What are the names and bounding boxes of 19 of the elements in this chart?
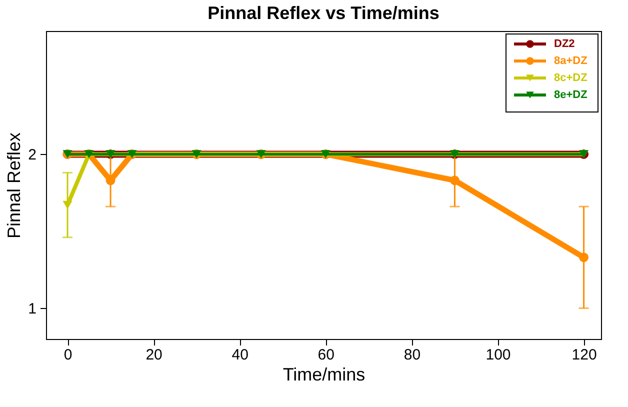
legend-label: 8a+DZ bbox=[554, 55, 588, 67]
x-tick-label: 0 bbox=[64, 346, 72, 364]
point bbox=[450, 176, 460, 186]
x-tick-label: 40 bbox=[232, 346, 248, 364]
y-axis-title: Pinnal Reflex bbox=[4, 132, 24, 239]
legend-label: 8e+DZ bbox=[554, 89, 588, 101]
x-tick-label: 120 bbox=[572, 346, 597, 364]
chart-title: Pinnal Reflex vs Time/mins bbox=[208, 3, 440, 23]
legend-label: DZ2 bbox=[554, 38, 575, 50]
y-tick-label: 2 bbox=[28, 146, 36, 164]
point bbox=[579, 252, 589, 262]
point bbox=[62, 200, 72, 210]
legend-label: 8c+DZ bbox=[554, 72, 588, 84]
x-tick-label: 60 bbox=[318, 346, 334, 364]
x-axis-title: Time/mins bbox=[282, 364, 366, 384]
y-tick-label: 1 bbox=[28, 300, 36, 318]
x-tick-label: 20 bbox=[146, 346, 162, 364]
x-tick-label: 100 bbox=[486, 346, 511, 364]
x-tick-label: 80 bbox=[404, 346, 421, 364]
